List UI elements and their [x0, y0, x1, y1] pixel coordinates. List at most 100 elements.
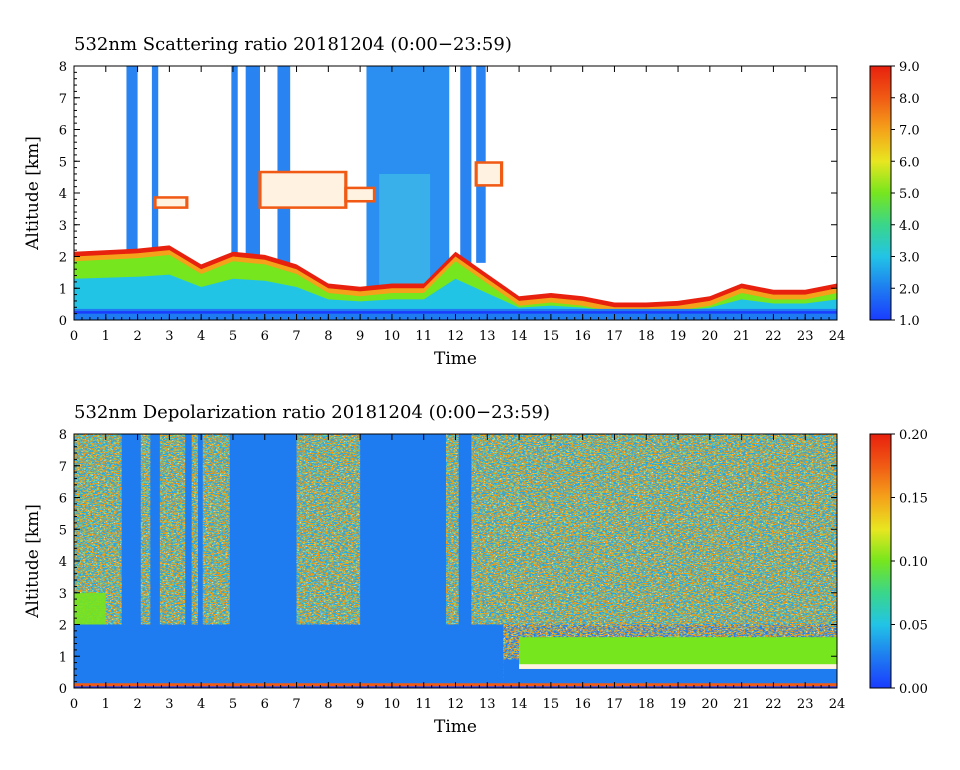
x-tick-label: 6 — [261, 329, 269, 344]
x-tick-label: 15 — [543, 697, 560, 712]
x-tick-label: 12 — [447, 329, 464, 344]
x-tick-label: 18 — [638, 697, 655, 712]
x-tick-label: 18 — [638, 329, 655, 344]
colorbar-tick-label: 5.0 — [899, 187, 920, 202]
x-tick-label: 14 — [511, 329, 528, 344]
low-depol-column — [150, 434, 160, 688]
colorbar-tick-label: 8.0 — [899, 92, 920, 107]
cloud-layer-core — [261, 173, 345, 207]
x-tick-label: 6 — [261, 697, 269, 712]
y-axis-label: Altitude [km] — [23, 136, 43, 251]
x-tick-label: 2 — [133, 697, 141, 712]
x-tick-label: 11 — [415, 329, 432, 344]
colorbar-tick-label: 7.0 — [899, 124, 920, 139]
colorbar-tick-label: 0.15 — [899, 492, 928, 507]
signal-column — [277, 66, 291, 263]
low-depol-column — [197, 434, 203, 688]
y-axis-label: Altitude [km] — [23, 504, 43, 619]
x-tick-label: 17 — [606, 329, 623, 344]
x-tick-label: 1 — [102, 697, 110, 712]
x-tick-label: 1 — [102, 329, 110, 344]
x-axis-label: Time — [434, 717, 477, 737]
aerosol-base — [519, 664, 837, 669]
colorbar — [869, 65, 892, 321]
x-tick-label: 12 — [447, 697, 464, 712]
x-tick-label: 20 — [702, 697, 719, 712]
x-tick-label: 4 — [197, 697, 205, 712]
signal-column — [151, 66, 159, 263]
colorbar-tick-label: 0.05 — [899, 619, 928, 634]
x-tick-label: 10 — [384, 697, 401, 712]
y-tick-label: 5 — [59, 155, 67, 170]
x-axis-label: Time — [434, 349, 477, 369]
x-tick-label: 22 — [765, 697, 782, 712]
x-tick-label: 19 — [670, 329, 687, 344]
y-tick-label: 4 — [59, 187, 67, 202]
colorbar-tick-label: 9.0 — [899, 60, 920, 75]
x-tick-label: 14 — [511, 697, 528, 712]
signal-column — [245, 66, 260, 263]
y-tick-label: 1 — [59, 282, 67, 297]
x-tick-label: 9 — [356, 329, 364, 344]
cloud-layer-core — [477, 163, 501, 185]
y-tick-label: 6 — [59, 492, 67, 507]
x-tick-label: 22 — [765, 329, 782, 344]
y-tick-label: 5 — [59, 523, 67, 538]
surface-line — [74, 311, 837, 314]
y-tick-label: 8 — [59, 428, 67, 443]
y-tick-label: 7 — [59, 460, 67, 475]
x-tick-label: 21 — [733, 329, 750, 344]
x-tick-label: 11 — [415, 697, 432, 712]
x-tick-label: 7 — [292, 329, 300, 344]
x-tick-label: 23 — [797, 697, 814, 712]
y-tick-label: 0 — [59, 314, 67, 329]
x-tick-label: 13 — [479, 697, 496, 712]
y-tick-label: 7 — [59, 92, 67, 107]
x-tick-label: 5 — [229, 697, 237, 712]
x-tick-label: 16 — [574, 697, 591, 712]
y-tick-label: 6 — [59, 124, 67, 139]
aerosol-layer — [519, 637, 837, 669]
x-tick-label: 9 — [356, 697, 364, 712]
x-tick-label: 5 — [229, 329, 237, 344]
lower-calm — [74, 624, 504, 688]
signal-column — [126, 66, 138, 263]
x-tick-label: 21 — [733, 697, 750, 712]
x-tick-label: 24 — [829, 697, 846, 712]
y-tick-label: 3 — [59, 219, 67, 234]
y-tick-label: 8 — [59, 60, 67, 75]
colorbar-tick-label: 6.0 — [899, 155, 920, 170]
signal-column — [460, 66, 472, 263]
colorbar-tick-label: 0.10 — [899, 555, 928, 570]
x-tick-label: 23 — [797, 329, 814, 344]
depolarization-ratio-panel: 0 1 2 3 4 5 6 7 8 9 10 11 12 13 14 15 16 17 18 19 20 21 22 23 24… — [23, 402, 928, 737]
x-tick-label: 2 — [133, 329, 141, 344]
x-tick-label: 3 — [165, 697, 173, 712]
chart-title: 532nm Scattering ratio 20181204 (0:00−23… — [74, 34, 512, 55]
scattering-ratio-panel: 0 1 2 3 4 5 6 7 8 9 10 11 12 13 14 15 16 17 18 19 20 21 22 23 24… — [23, 34, 920, 369]
y-tick-label: 3 — [59, 587, 67, 602]
x-tick-label: 16 — [574, 329, 591, 344]
y-tick-label: 0 — [59, 682, 67, 697]
x-tick-label: 7 — [292, 697, 300, 712]
colorbar-tick-label: 1.0 — [899, 314, 920, 329]
colorbar-tick-label: 0.00 — [899, 682, 928, 697]
x-tick-label: 15 — [543, 329, 560, 344]
y-tick-label: 1 — [59, 650, 67, 665]
x-tick-label: 20 — [702, 329, 719, 344]
y-tick-label: 2 — [59, 619, 67, 634]
boundary-layer-cyan — [74, 274, 837, 320]
x-tick-label: 4 — [197, 329, 205, 344]
chart-title: 532nm Depolarization ratio 20181204 (0:0… — [74, 402, 550, 423]
y-tick-label: 2 — [59, 251, 67, 266]
x-tick-label: 17 — [606, 697, 623, 712]
x-tick-label: 8 — [324, 329, 332, 344]
colorbar-tick-label: 4.0 — [899, 219, 920, 234]
signal-column-core — [379, 173, 431, 289]
low-depol-column — [185, 434, 192, 688]
colorbar-tick-label: 2.0 — [899, 282, 920, 297]
x-tick-label: 0 — [70, 329, 78, 344]
signal-column — [231, 66, 238, 263]
x-tick-label: 10 — [384, 329, 401, 344]
